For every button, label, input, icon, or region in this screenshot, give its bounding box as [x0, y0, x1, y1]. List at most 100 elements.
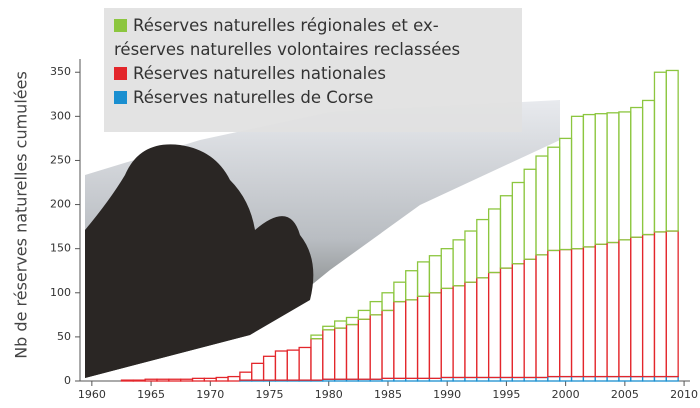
bar-segment	[418, 262, 430, 296]
bar-segment	[583, 377, 595, 381]
bar-segment	[465, 282, 477, 377]
y-tick-label: 150	[50, 242, 71, 255]
x-tick-label: 1985	[374, 388, 402, 401]
x-tick-label: 1960	[78, 388, 106, 401]
bar-segment	[181, 379, 193, 381]
y-tick-label: 350	[50, 65, 71, 78]
bar-segment	[560, 250, 572, 377]
bar-segment	[311, 335, 323, 339]
legend-label: Réserves naturelles régionales et ex- ré…	[114, 16, 460, 59]
bar-segment	[524, 169, 536, 259]
x-tick-label: 2005	[611, 388, 639, 401]
x-tick-label: 1970	[196, 388, 224, 401]
legend-item: Réserves naturelles régionales et ex- ré…	[114, 14, 512, 62]
x-tick-label: 1965	[137, 388, 165, 401]
x-tick-label: 1980	[315, 388, 343, 401]
bar-segment	[145, 379, 157, 381]
bar-segment	[572, 249, 584, 377]
bar-segment	[418, 296, 430, 378]
bar-segment	[453, 240, 465, 286]
x-tick-label: 2010	[670, 388, 698, 401]
bar-segment	[406, 271, 418, 300]
bar-segment	[429, 293, 441, 379]
bar-segment	[643, 235, 655, 377]
x-tick-label: 1990	[433, 388, 461, 401]
legend-item: Réserves naturelles nationales	[114, 62, 512, 86]
legend-label: Réserves naturelles de Corse	[133, 88, 373, 107]
bar-segment	[370, 315, 382, 379]
bar-segment	[607, 242, 619, 376]
x-tick-label: 2000	[552, 388, 580, 401]
bar-segment	[595, 114, 607, 245]
bar-segment	[465, 231, 477, 282]
bar-segment	[453, 286, 465, 378]
bar-segment	[429, 256, 441, 293]
bar-segment	[583, 247, 595, 377]
y-axis-label: Nb de réserves naturelles cumulées	[12, 71, 31, 359]
bar-segment	[335, 321, 347, 328]
bar-segment	[382, 310, 394, 378]
bar-segment	[666, 231, 678, 377]
x-tick-label: 1975	[256, 388, 284, 401]
bar-segment	[500, 268, 512, 377]
bar-segment	[512, 264, 524, 378]
bar-segment	[595, 377, 607, 381]
bar-segment	[583, 115, 595, 247]
bar-segment	[654, 232, 666, 377]
bar-segment	[228, 377, 240, 381]
page: Nb de réserves naturelles cumulées 05010…	[0, 0, 700, 408]
bar-segment	[441, 288, 453, 377]
bar-segment	[631, 108, 643, 238]
bar-segment	[548, 250, 560, 376]
bar-segment	[643, 100, 655, 234]
bar-segment	[394, 302, 406, 379]
bar-segment	[666, 377, 678, 381]
bar-segment	[560, 377, 572, 381]
bar-segment	[394, 282, 406, 301]
bar-segment	[299, 347, 311, 380]
bar-segment	[382, 293, 394, 311]
bar-segment	[157, 379, 169, 381]
bar-segment	[654, 72, 666, 232]
bar-segment	[370, 302, 382, 315]
bar-segment	[169, 379, 181, 381]
legend-swatch	[114, 19, 127, 32]
bar-segment	[619, 112, 631, 240]
y-tick-label: 50	[57, 330, 71, 343]
bar-segment	[548, 377, 560, 381]
bar-segment	[323, 330, 335, 379]
legend-swatch	[114, 67, 127, 80]
bar-segment	[500, 196, 512, 268]
legend-swatch	[114, 91, 127, 104]
bar-segment	[335, 328, 347, 379]
y-tick-label: 300	[50, 109, 71, 122]
bar-segment	[524, 259, 536, 377]
bar-segment	[619, 377, 631, 381]
bar-segment	[548, 147, 560, 250]
y-tick-label: 250	[50, 153, 71, 166]
bar-segment	[287, 350, 299, 380]
bar-segment	[477, 220, 489, 278]
bar-segment	[512, 183, 524, 264]
bar-segment	[358, 319, 370, 379]
bar-segment	[536, 255, 548, 378]
bar-segment	[323, 326, 335, 330]
bar-segment	[560, 138, 572, 249]
bar-segment	[654, 377, 666, 381]
bar-segment	[631, 377, 643, 381]
x-tick-label: 1995	[492, 388, 520, 401]
bar-segment	[607, 113, 619, 243]
bar-segment	[358, 310, 370, 319]
legend-label: Réserves naturelles nationales	[133, 64, 386, 83]
bar-segment	[595, 244, 607, 376]
bar-segment	[240, 372, 252, 380]
bar-segment	[252, 363, 264, 380]
y-tick-label: 200	[50, 198, 71, 211]
bar-segment	[631, 237, 643, 376]
y-tick-label: 0	[64, 374, 71, 387]
bar-segment	[347, 325, 359, 380]
bar-segment	[204, 378, 216, 381]
bar-segment	[572, 377, 584, 381]
legend-item: Réserves naturelles de Corse	[114, 86, 512, 110]
bar-segment	[619, 240, 631, 377]
